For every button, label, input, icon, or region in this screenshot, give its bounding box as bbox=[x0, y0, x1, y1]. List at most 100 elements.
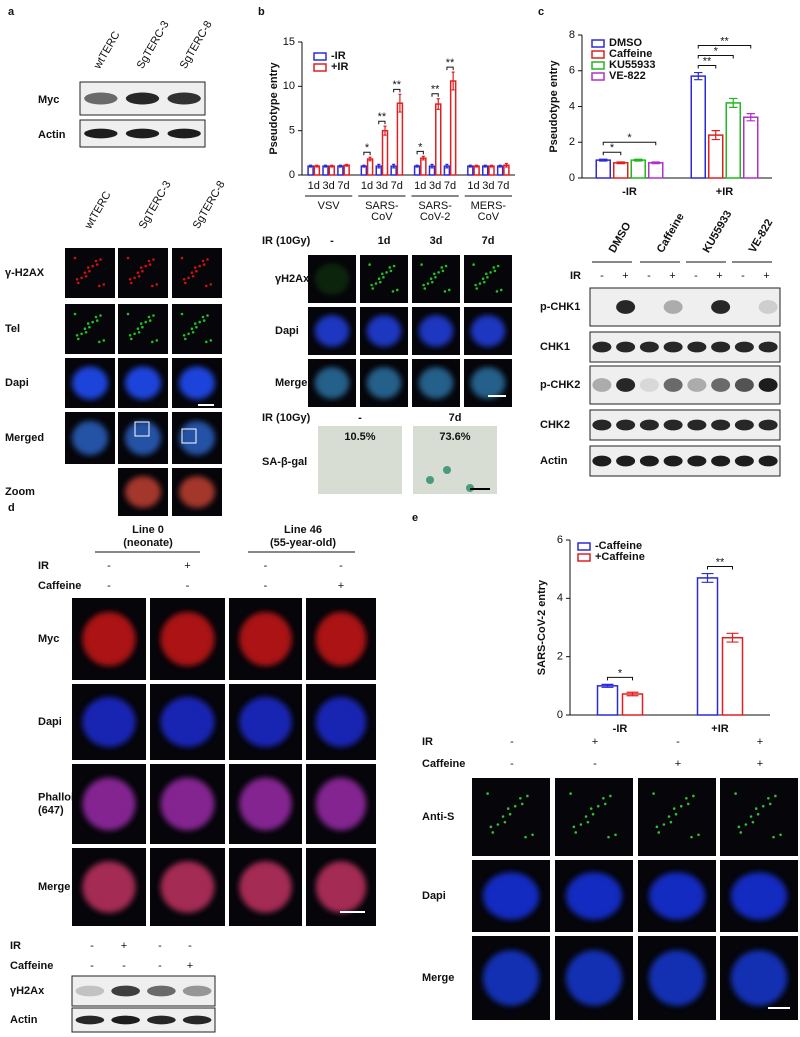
group-header: (neonate) bbox=[123, 537, 173, 549]
panel-letter: e bbox=[412, 512, 418, 524]
sig-label: * bbox=[627, 132, 632, 144]
micrograph-spot bbox=[182, 334, 186, 337]
micrograph-spot bbox=[389, 269, 393, 273]
micrograph-cell bbox=[160, 611, 215, 667]
micrograph-cell bbox=[315, 777, 367, 831]
micrograph-spot bbox=[756, 812, 760, 816]
micrograph-cell bbox=[730, 950, 788, 1006]
panel-letter: d bbox=[8, 502, 15, 514]
legend-label: +Caffeine bbox=[595, 551, 645, 563]
stain-image bbox=[318, 426, 402, 494]
sig-bracket bbox=[446, 66, 454, 71]
micrograph-spot bbox=[447, 288, 451, 292]
micrograph-spot bbox=[198, 264, 201, 268]
micrograph-spot bbox=[737, 825, 741, 829]
micrograph-spot bbox=[205, 284, 208, 288]
micrograph-spot bbox=[84, 331, 88, 334]
condition-label: + bbox=[622, 270, 628, 282]
micrograph bbox=[464, 255, 512, 303]
blot-band bbox=[592, 419, 612, 431]
x-tick-label: -IR bbox=[613, 723, 628, 735]
micrograph-spot bbox=[422, 283, 425, 287]
micrograph-spot bbox=[370, 283, 373, 287]
bar bbox=[449, 80, 457, 176]
sig-bracket bbox=[607, 676, 633, 681]
sig-label: ** bbox=[446, 57, 455, 69]
group-label: CoV bbox=[478, 211, 500, 223]
micrograph-cell bbox=[160, 777, 215, 831]
micrograph-spot bbox=[774, 794, 777, 798]
blot-band bbox=[687, 455, 707, 467]
legend-label: VE-822 bbox=[609, 70, 646, 82]
micrograph-spot bbox=[481, 277, 485, 281]
error-bar bbox=[451, 71, 455, 91]
condition-label: - bbox=[600, 270, 604, 282]
error-bar bbox=[436, 98, 440, 110]
micrograph-spot bbox=[139, 322, 143, 325]
micrograph-cell bbox=[314, 367, 350, 399]
error-bar bbox=[498, 164, 502, 168]
blot-band bbox=[639, 455, 659, 467]
row-label: Dapi bbox=[422, 890, 446, 902]
micrograph-spot bbox=[371, 287, 375, 290]
micrograph-cell bbox=[315, 861, 367, 913]
micrograph-spot bbox=[206, 314, 209, 317]
condition-label: + bbox=[121, 940, 127, 952]
error-bar bbox=[746, 113, 755, 122]
micrograph-cell bbox=[125, 476, 161, 508]
micrograph-spot bbox=[754, 807, 758, 810]
micrograph-spot bbox=[749, 815, 753, 818]
legend-label: +IR bbox=[331, 61, 348, 73]
micrograph-spot bbox=[209, 339, 213, 342]
blot-band bbox=[75, 985, 105, 997]
condition-label: - bbox=[694, 270, 698, 282]
bar bbox=[396, 102, 404, 176]
micrograph-cell bbox=[82, 777, 136, 831]
micrograph-spot bbox=[91, 264, 94, 268]
y-tick-label: 4 bbox=[569, 100, 575, 112]
micrograph-spot bbox=[368, 263, 371, 266]
micrograph-spot bbox=[751, 820, 755, 824]
x-tick-label: -IR bbox=[622, 186, 637, 198]
sig-bracket bbox=[378, 120, 386, 125]
condition-label: - bbox=[264, 580, 268, 592]
micrograph-spot bbox=[86, 322, 90, 325]
micrograph-spot bbox=[95, 319, 99, 322]
micrograph-spot bbox=[655, 825, 659, 829]
micrograph-cell bbox=[315, 696, 367, 748]
micrograph-spot bbox=[591, 812, 595, 816]
micrograph-spot bbox=[147, 315, 151, 319]
blot-band bbox=[687, 341, 707, 353]
sig-label: * bbox=[618, 667, 623, 679]
row-label: IR (10Gy) bbox=[262, 235, 311, 247]
micrograph-spot bbox=[506, 807, 510, 810]
condition-label: - bbox=[158, 940, 162, 952]
micrograph-cell bbox=[314, 315, 350, 347]
condition-label: + bbox=[184, 560, 190, 572]
sig-bracket bbox=[697, 45, 752, 49]
group-label: VSV bbox=[318, 200, 341, 212]
legend-label: -IR bbox=[331, 50, 346, 62]
row-label: Actin bbox=[10, 1014, 38, 1026]
micrograph-spot bbox=[430, 280, 434, 284]
condition-label: + bbox=[763, 270, 769, 282]
micrograph-spot bbox=[133, 276, 136, 280]
condition-label: + bbox=[338, 580, 344, 592]
x-tick-label: 1d bbox=[467, 180, 479, 192]
micrograph-spot bbox=[84, 275, 88, 278]
condition-label: - bbox=[186, 580, 190, 592]
error-bar bbox=[368, 156, 372, 162]
micrograph-spot bbox=[187, 332, 190, 336]
column-label: wtTERC bbox=[91, 29, 122, 71]
micrograph-spot bbox=[73, 256, 77, 260]
micrograph-spot bbox=[77, 281, 80, 285]
legend-label: -Caffeine bbox=[595, 540, 642, 552]
micrograph-spot bbox=[128, 278, 132, 281]
sig-label: ** bbox=[378, 111, 387, 123]
error-bar bbox=[475, 164, 479, 168]
micrograph-spot bbox=[589, 807, 593, 810]
sig-bracket bbox=[707, 566, 733, 570]
micrograph-spot bbox=[434, 275, 437, 279]
micrograph-spot bbox=[584, 815, 588, 818]
micrograph-spot bbox=[98, 284, 101, 288]
